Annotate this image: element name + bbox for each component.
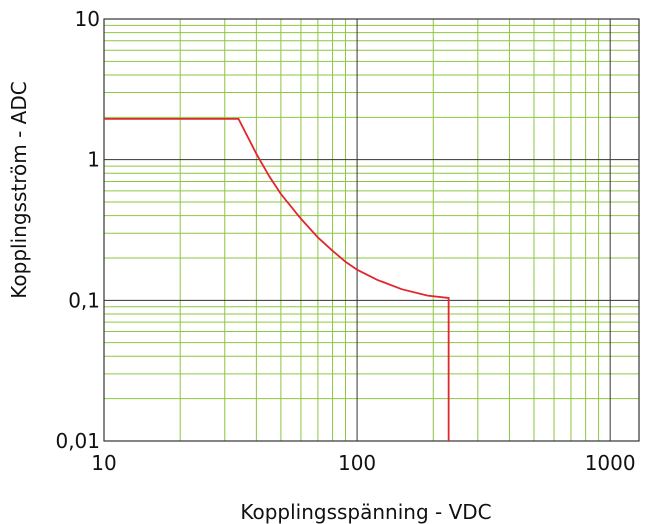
x-tick-label: 1000 (585, 451, 636, 475)
plot-frame (103, 18, 640, 442)
minor-grid (104, 19, 639, 441)
y-axis-title: Kopplingsström - ADC (7, 81, 31, 298)
x-tick-label: 10 (91, 451, 116, 475)
series-line (104, 117, 450, 441)
x-tick-label: 100 (338, 451, 376, 475)
y-tick-labels: 10 1 0,1 0,01 (55, 7, 100, 453)
y-tick-label: 1 (87, 148, 100, 172)
y-tick-label: 0,1 (68, 288, 100, 312)
y-tick-label: 10 (75, 7, 100, 31)
x-tick-labels: 10 100 1000 (91, 451, 635, 475)
y-tick-label: 0,01 (55, 429, 100, 453)
major-grid (104, 19, 639, 441)
x-axis-title: Kopplingsspänning - VDC (240, 500, 491, 524)
